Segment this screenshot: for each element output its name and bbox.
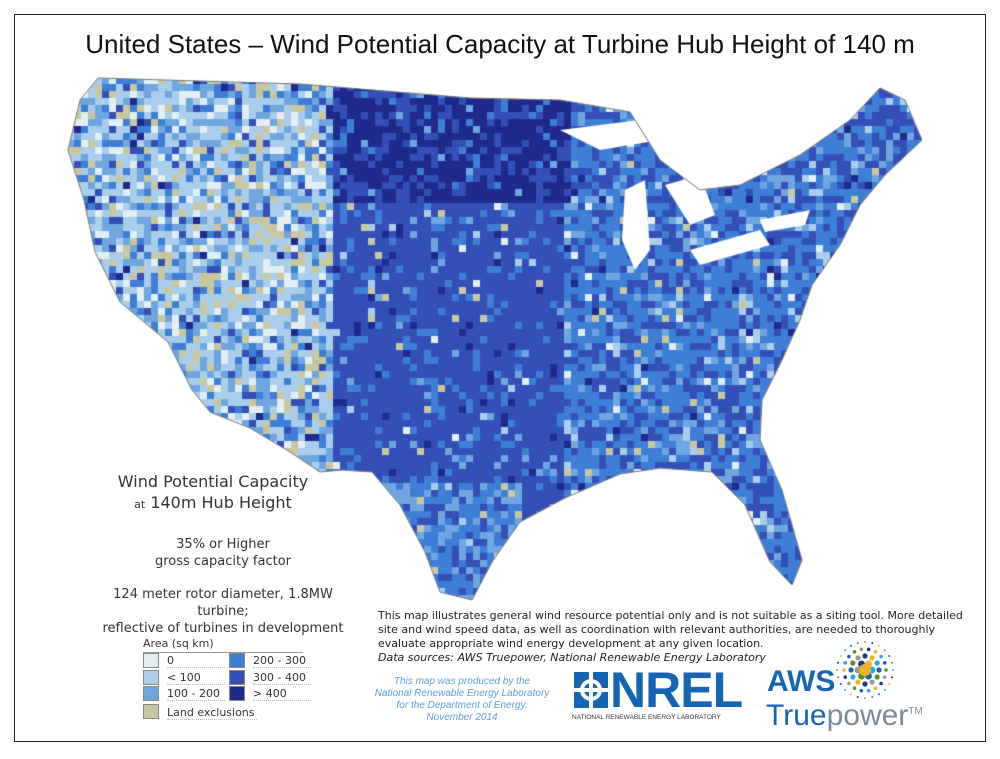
legend-heading: Wind Potential Capacity at 140m Hub Heig… xyxy=(108,471,318,515)
logo-dot xyxy=(844,688,847,691)
logo-dot xyxy=(888,655,891,657)
logo-dot xyxy=(850,674,856,680)
truepower-true: True xyxy=(766,699,827,732)
logo-dot xyxy=(869,655,875,661)
produced-line: November 2014 xyxy=(426,712,498,723)
logo-dot xyxy=(882,661,887,665)
legend-area-title: Area (sq km) xyxy=(143,637,303,653)
legend-label: 0 xyxy=(167,654,225,668)
nrel-logo-text: NREL xyxy=(610,662,743,718)
logo-dot xyxy=(836,669,838,671)
aws-logo-text: AWS xyxy=(767,665,836,698)
logo-dot xyxy=(864,641,866,643)
logo-dot xyxy=(856,696,859,699)
legend-swatch-exclusion xyxy=(143,704,159,719)
logo-dot xyxy=(844,649,847,652)
disclaimer: This map illustrates general wind resour… xyxy=(378,609,978,665)
logo-dot xyxy=(882,675,887,679)
logo-sun xyxy=(859,664,871,676)
produced-line: for the Department of Energy. xyxy=(396,700,528,711)
logo-dot xyxy=(876,667,882,673)
logo-dot xyxy=(892,669,894,671)
logo-dot xyxy=(878,644,880,647)
logo-dot xyxy=(850,693,852,696)
legend-swatch xyxy=(143,670,159,685)
legend-label: 100 - 200 xyxy=(167,687,225,701)
legend-label: > 400 xyxy=(253,687,311,701)
logo-dot xyxy=(843,661,848,665)
truepower-logo-text: TruepowerTM xyxy=(766,697,923,731)
logo-dot xyxy=(850,644,852,647)
data-sources: Data sources: AWS Truepower, National Re… xyxy=(378,651,766,664)
logo-dot xyxy=(888,683,891,685)
trademark: TM xyxy=(908,706,923,717)
logo-dot xyxy=(859,647,864,652)
legend-heading-at: at xyxy=(134,498,146,511)
note2-line1: 124 meter rotor diameter, 1.8MW turbine; xyxy=(113,587,333,619)
logo-dot xyxy=(839,655,842,657)
logo-dot xyxy=(848,667,854,673)
logo-dot xyxy=(847,654,851,659)
truepower-power: power xyxy=(826,699,909,732)
logo-dot xyxy=(891,661,894,664)
legend-swatch xyxy=(143,686,159,701)
logo-dot xyxy=(856,641,859,644)
logo-dot xyxy=(862,681,868,687)
logo-dot xyxy=(873,686,878,690)
legend-swatch xyxy=(229,653,245,668)
nrel-logo-icon xyxy=(574,672,608,708)
note1-line2: gross capacity factor xyxy=(154,554,292,569)
legend-swatch xyxy=(229,686,245,701)
logo-dot xyxy=(836,661,839,664)
legend-heading-line2: 140m Hub Height xyxy=(150,493,292,512)
logo-dot xyxy=(850,660,856,666)
logo-dot xyxy=(883,649,886,652)
logo-dot xyxy=(871,641,874,644)
logo-dot xyxy=(871,696,874,699)
logo-dot xyxy=(855,679,861,685)
logo-dot xyxy=(866,647,871,652)
logo-dot xyxy=(852,650,857,654)
logo-dot xyxy=(855,655,861,661)
logo-dot xyxy=(869,679,875,685)
logo-dot xyxy=(873,650,878,654)
legend-swatch xyxy=(143,653,159,668)
logo-dot xyxy=(866,688,871,693)
turbine-note: 124 meter rotor diameter, 1.8MW turbine;… xyxy=(92,586,354,637)
logo-dot xyxy=(843,675,848,679)
logo-dot xyxy=(859,688,864,693)
logo-dot xyxy=(847,681,851,686)
logo-dot xyxy=(874,660,880,666)
produced-line: This map was produced by the xyxy=(393,676,531,687)
logo-dot xyxy=(852,686,857,690)
logo-dot xyxy=(842,668,846,672)
logo-dot xyxy=(874,674,880,680)
logo-dot xyxy=(878,693,880,696)
capacity-factor-note: 35% or Higher gross capacity factor xyxy=(98,536,348,570)
aws-sunburst-logo-icon xyxy=(836,641,894,699)
disclaimer-text: This map illustrates general wind resour… xyxy=(378,609,963,650)
logo-dot xyxy=(879,654,883,659)
legend-label: 200 - 300 xyxy=(253,654,311,668)
logo-dot xyxy=(884,668,888,672)
logo-dot xyxy=(836,676,839,679)
logo-dot xyxy=(864,697,866,699)
logo-dot xyxy=(839,683,842,685)
legend-label: < 100 xyxy=(167,671,225,685)
us-wind-capacity-map xyxy=(0,70,1000,615)
logo-dot xyxy=(879,681,883,686)
nrel-logo-subtitle: NATIONAL RENEWABLE ENERGY LABORATORY xyxy=(572,714,721,721)
note1-line1: 35% or Higher xyxy=(176,537,270,552)
logo-dot xyxy=(862,653,868,659)
map-title: United States – Wind Potential Capacity … xyxy=(85,29,915,59)
logo-dot xyxy=(883,688,886,691)
produced-by: This map was produced by the National Re… xyxy=(362,676,562,724)
logo-dot xyxy=(891,676,894,679)
produced-line: National Renewable Energy Laboratory xyxy=(374,688,550,699)
note2-line2: reflective of turbines in development xyxy=(102,621,344,636)
legend-label-exclusion: Land exclusions xyxy=(167,706,257,720)
legend-heading-line1: Wind Potential Capacity xyxy=(117,472,309,491)
legend-label: 300 - 400 xyxy=(253,671,311,685)
legend-swatch xyxy=(229,670,245,685)
